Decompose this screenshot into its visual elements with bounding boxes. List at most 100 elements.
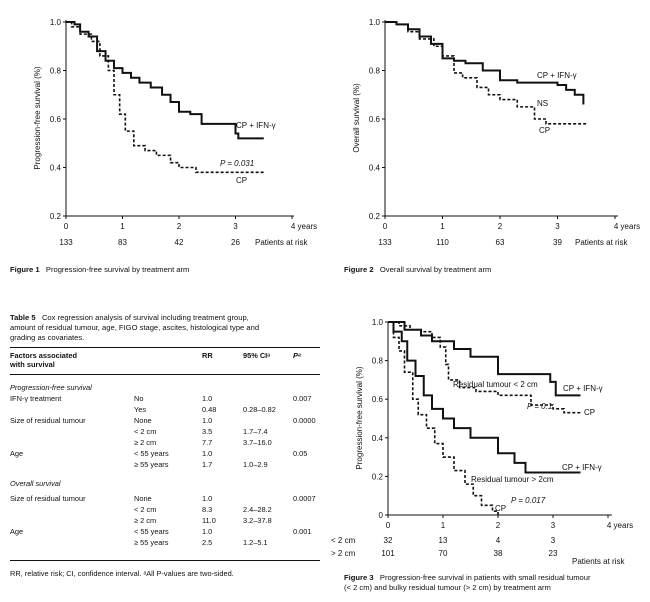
- table-5-caption-line2: amount of residual tumour, age, FIGO sta…: [10, 323, 260, 332]
- y-tick-label: 0.6: [50, 115, 62, 124]
- cell-ci: 3.2–37.8: [243, 516, 272, 525]
- cell-level: Yes: [134, 405, 147, 414]
- x-tick-label: 2: [498, 222, 503, 231]
- figure-1-caption: Figure 1 Progression-free survival by tr…: [10, 265, 189, 275]
- cell-rr: 1.7: [202, 460, 213, 469]
- table-header-rule: [10, 374, 320, 375]
- series-label-small-cp: CP: [584, 408, 595, 417]
- cell-rr: 2.5: [202, 538, 213, 547]
- cell-level: < 2 cm: [134, 427, 157, 436]
- figure-2-plot: Overall survival (%) 1.0 0.8 0.6 0.4 0.20 1 2 3…: [352, 18, 640, 247]
- figure-2-caption-label: Figure 2: [344, 265, 374, 274]
- cell-rr: 1.0: [202, 494, 213, 503]
- risk-label: Patients at risk: [575, 238, 628, 247]
- cell-rr: 1.0: [202, 416, 213, 425]
- series-label-bulky-cp: CP: [495, 504, 506, 513]
- table-row: < 2 cm 3.5 1.7–7.4: [10, 427, 310, 437]
- series-label-cp-ifn: CP + IFN-γ: [236, 121, 276, 130]
- survival-curve-solid: [66, 21, 264, 140]
- x-tick-label: 1: [120, 222, 125, 231]
- cell-level: None: [134, 494, 152, 503]
- series-label-bulky-tumour: Residual tumour > 2cm: [471, 475, 554, 484]
- x-tick-label: 1: [441, 521, 446, 530]
- table-5-caption-line1: Cox regression analysis of survival incl…: [41, 313, 249, 322]
- series-label-cp: CP: [539, 126, 550, 135]
- survival-curve-solid: [388, 321, 581, 474]
- series-label-cp-ifn: CP + IFN-γ: [537, 71, 577, 80]
- cell-level: ≥ 2 cm: [134, 438, 157, 447]
- cell-p: 0.007: [293, 394, 312, 403]
- figure-3-caption-label: Figure 3: [344, 573, 374, 582]
- risk-value: 133: [378, 238, 392, 247]
- figure-3-ylabel: Progression-free survival (%): [355, 366, 364, 469]
- risk-value: 83: [118, 238, 127, 247]
- cell-p: 0.05: [293, 449, 308, 458]
- header-rr: RR: [202, 351, 213, 360]
- cell-ci: 0.28–0.82: [243, 405, 276, 414]
- y-tick-label: 1.0: [372, 318, 384, 327]
- figure-1-chart: Progression-free survival (%) 1.0 0.8 0.6 0…: [33, 18, 317, 247]
- y-tick-label: 0.6: [369, 115, 381, 124]
- figure-2-caption: Figure 2 Overall survival by treatment a…: [344, 265, 491, 275]
- x-tick-label: 0: [386, 521, 391, 530]
- figure-1-caption-text: Progression-free survival by treatment a…: [45, 265, 190, 274]
- risk-value: 3: [551, 536, 556, 545]
- table-row: ≥ 2 cm 7.7 3.7–16.0: [10, 438, 310, 448]
- cell-ci: 2.4–28.2: [243, 505, 272, 514]
- risk-value: 23: [549, 549, 558, 558]
- header-p: Pᵃ: [293, 351, 301, 360]
- cell-factor: Size of residual tumour: [10, 494, 86, 503]
- table-5-label: Table 5: [10, 313, 36, 322]
- risk-value: 39: [553, 238, 562, 247]
- table-footnote: RR, relative risk; CI, confidence interv…: [10, 569, 234, 578]
- risk-value: 4: [496, 536, 501, 545]
- risk-value: 70: [439, 549, 448, 558]
- y-tick-label: 0.4: [50, 164, 62, 173]
- y-tick-label: 1.0: [369, 18, 381, 27]
- x-tick-label: 1: [440, 222, 445, 231]
- risk-value: 26: [231, 238, 240, 247]
- series-label-cp: CP: [236, 176, 247, 185]
- cell-level: None: [134, 416, 152, 425]
- cell-ci: 1.0–2.9: [243, 460, 268, 469]
- series-label-small-tumour: Residual tumour < 2 cm: [453, 380, 538, 389]
- x-tick-label: 4 years: [614, 222, 640, 231]
- cell-rr: 0.48: [202, 405, 217, 414]
- cell-rr: 8.3: [202, 505, 213, 514]
- cell-level: < 55 years: [134, 449, 169, 458]
- table-5-caption: Table 5 Cox regression analysis of survi…: [10, 313, 310, 343]
- cell-rr: 1.0: [202, 394, 213, 403]
- p-value-label: P = 0.031: [220, 159, 254, 168]
- risk-value: 13: [439, 536, 448, 545]
- section-progression-free: Progression-free survival: [10, 383, 92, 392]
- risk-value: 63: [496, 238, 505, 247]
- survival-curve-dashed: [385, 21, 587, 125]
- cell-ci: 1.2–5.1: [243, 538, 268, 547]
- cell-p: 0.001: [293, 527, 312, 536]
- risk-value: 38: [494, 549, 503, 558]
- cell-level: < 2 cm: [134, 505, 157, 514]
- cell-factor: Age: [10, 449, 24, 458]
- x-tick-label: 3: [233, 222, 238, 231]
- cell-rr: 11.0: [202, 516, 216, 525]
- risk-value: 32: [384, 536, 393, 545]
- cell-factor: Age: [10, 527, 24, 536]
- x-tick-label: 3: [551, 521, 556, 530]
- survival-curve-dashed: [388, 321, 581, 414]
- p-value-bulky: P = 0.017: [511, 496, 546, 505]
- x-tick-label: 0: [383, 222, 388, 231]
- y-tick-label: 0.8: [372, 357, 384, 366]
- survival-curve-dashed: [66, 21, 264, 174]
- cell-rr: 1.0: [202, 449, 213, 458]
- y-tick-label: 0.2: [372, 472, 384, 481]
- x-tick-label: 4 years: [291, 222, 317, 231]
- figure-3-caption-line2: (< 2 cm) and bulky residual tumour (> 2 …: [344, 583, 551, 592]
- figure-1-ylabel: Progression-free survival (%): [33, 66, 42, 169]
- risk-row1-label: < 2 cm: [331, 536, 356, 545]
- risk-value: 133: [59, 238, 73, 247]
- ns-label: NS: [537, 99, 548, 108]
- table-row: Size of residual tumour None 1.0 0.0007: [10, 494, 316, 504]
- survival-curve-dashed: [388, 321, 499, 515]
- p-value-small: P = 0.1: [527, 402, 552, 411]
- cell-rr: 1.0: [202, 527, 213, 536]
